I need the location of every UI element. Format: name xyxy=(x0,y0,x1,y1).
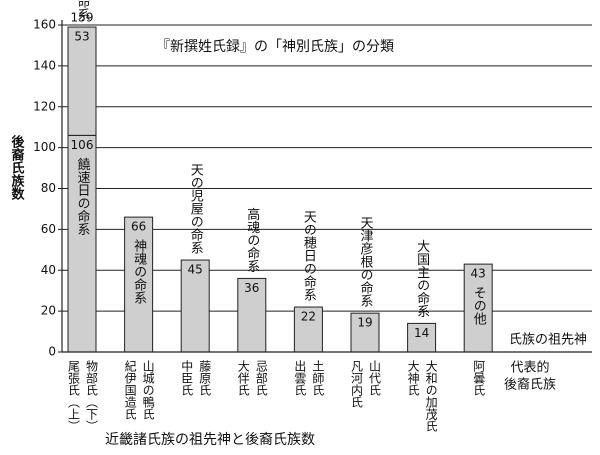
bar-segment xyxy=(350,312,380,353)
deity-label: 天の児屋の命系 xyxy=(188,163,204,254)
deity-label: 饒速日の命系 xyxy=(75,157,91,236)
clan-name: 凡河内氏 xyxy=(350,360,364,408)
clan-name: 藤原氏 xyxy=(198,360,212,396)
clan-name: 土師氏 xyxy=(311,360,325,396)
deity-label: その他 xyxy=(471,286,487,326)
value-label: 22 xyxy=(301,310,316,324)
bar-segment xyxy=(124,216,154,353)
clan-name: 中臣氏 xyxy=(180,359,194,396)
y-tick-label: 120 xyxy=(33,99,56,113)
y-tick-label: 160 xyxy=(33,18,56,32)
chart-title: 『新撰姓氏録』の「神別氏族」の分類 xyxy=(156,39,394,55)
clan-label: 後裔氏族 xyxy=(504,377,556,393)
clan-name: 大伴氏 xyxy=(236,360,250,396)
y-tick-label: 0 xyxy=(48,345,56,359)
clan-name: 物部氏（下） xyxy=(85,360,99,432)
deity-label: 天の穂日の命系 xyxy=(301,210,317,301)
value-label: 43 xyxy=(471,267,486,281)
x-axis-label: 氏族の祖先神 xyxy=(509,332,587,348)
bar-segment xyxy=(180,259,210,353)
value-label: 106 xyxy=(71,138,94,152)
clan-label: 代表的 xyxy=(510,360,549,376)
value-label: 53 xyxy=(74,30,89,44)
y-tick-label: 100 xyxy=(33,140,56,154)
caption: 近畿諸氏族の祖先神と後裔氏族数 xyxy=(105,431,315,448)
value-label: 14 xyxy=(414,326,429,340)
bar-segment xyxy=(293,306,323,353)
y-tick-label: 60 xyxy=(41,222,56,236)
total-label: 159 xyxy=(71,11,94,25)
clan-name: 大和の加茂氏 xyxy=(424,360,438,432)
xlabel-box xyxy=(500,330,590,348)
bar-segment xyxy=(407,322,437,353)
bar-segment xyxy=(67,26,97,136)
clan-name: 山城の鴨氏 xyxy=(141,360,155,420)
value-label: 19 xyxy=(357,316,372,330)
clan-name: 尾張氏（上） xyxy=(67,360,81,432)
clan-name: 忌部氏 xyxy=(254,360,268,396)
value-label: 66 xyxy=(131,220,146,234)
deity-label: 大国主の命系 xyxy=(414,239,430,317)
value-label: 45 xyxy=(188,263,203,277)
clan-name: 山代氏 xyxy=(368,360,382,396)
deity-label: 高魂の命系 xyxy=(244,207,259,273)
value-label: 36 xyxy=(244,281,259,295)
y-tick-label: 40 xyxy=(41,263,56,277)
bar-segment xyxy=(463,263,493,353)
y-tick-label: 20 xyxy=(41,304,56,318)
clan-name: 紀伊国造氏 xyxy=(123,360,137,420)
bar-segment xyxy=(67,134,97,353)
clan-name: 大神氏 xyxy=(406,360,420,396)
clan-name: 阿曇氏 xyxy=(472,360,486,396)
clan-name: 出雲氏 xyxy=(293,360,307,396)
deity-label: 天津彦根の命系 xyxy=(358,216,374,307)
deity-label: 神魂の命系 xyxy=(131,239,147,304)
y-tick-label: 140 xyxy=(33,58,56,72)
y-tick-label: 80 xyxy=(41,181,56,195)
title-box xyxy=(130,36,420,58)
deity-label: 天の火明の命系 xyxy=(75,0,91,21)
bar-segment xyxy=(237,277,267,353)
y-axis-label: 後裔氏族数 xyxy=(9,134,26,201)
